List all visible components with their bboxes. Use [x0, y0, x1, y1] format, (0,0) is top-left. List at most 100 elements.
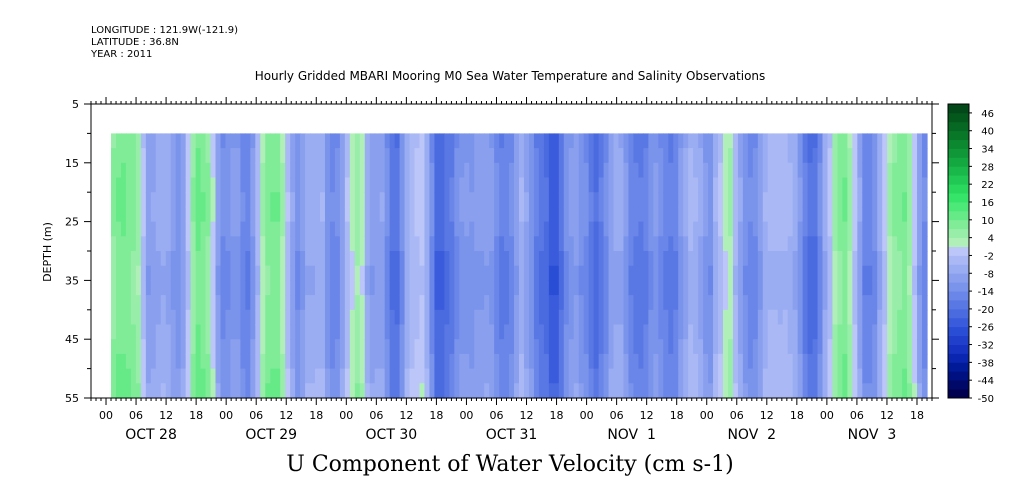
heatmap-cell	[170, 133, 177, 149]
heatmap-cell	[633, 251, 640, 267]
heatmap-cell	[205, 206, 212, 223]
heatmap-cell	[190, 295, 197, 311]
heatmap-cell	[240, 324, 246, 340]
x-hour-tick-label: 18	[309, 409, 323, 422]
heatmap-cell	[170, 206, 177, 223]
heatmap-cell	[310, 265, 316, 281]
heatmap-cell	[419, 236, 426, 252]
heatmap-cell	[394, 148, 401, 164]
heatmap-cell	[384, 280, 391, 296]
heatmap-cell	[374, 383, 381, 399]
heatmap-cell	[250, 251, 256, 267]
heatmap-cell	[469, 265, 475, 281]
heatmap-cell	[618, 148, 625, 164]
heatmap-cell	[474, 206, 480, 223]
heatmap-cell	[578, 265, 585, 281]
heatmap-cell	[135, 368, 142, 384]
heatmap-cell	[897, 192, 903, 208]
heatmap-cell	[598, 339, 605, 355]
heatmap-cell	[260, 251, 266, 267]
heatmap-cell	[598, 368, 605, 384]
heatmap-cell	[444, 353, 450, 370]
heatmap-cell	[907, 162, 913, 179]
heatmap-cell	[688, 265, 694, 281]
heatmap-cell	[643, 177, 649, 193]
colorbar-swatch	[948, 371, 969, 381]
heatmap-cell	[155, 206, 162, 223]
heatmap-cell	[772, 295, 779, 311]
heatmap-cell	[588, 309, 595, 326]
heatmap-cell	[379, 206, 386, 223]
heatmap-cell	[737, 265, 744, 281]
heatmap-cell	[205, 221, 212, 237]
heatmap-cell	[703, 148, 709, 164]
heatmap-cell	[135, 177, 142, 193]
heatmap-cell	[538, 206, 545, 223]
heatmap-cell	[384, 368, 391, 384]
heatmap-cell	[195, 221, 202, 237]
heatmap-cell	[210, 265, 217, 281]
heatmap-cell	[757, 309, 764, 326]
heatmap-cell	[897, 265, 903, 281]
heatmap-cell	[573, 368, 580, 384]
heatmap-cell	[648, 133, 654, 149]
heatmap-cell	[150, 265, 157, 281]
heatmap-cell	[479, 236, 485, 252]
heatmap-cell	[265, 339, 271, 355]
heatmap-cell	[827, 368, 834, 384]
heatmap-cell	[732, 295, 739, 311]
heatmap-cell	[618, 177, 625, 193]
heatmap-cell	[583, 162, 590, 179]
heatmap-cell	[504, 221, 510, 237]
heatmap-cell	[414, 309, 421, 326]
heatmap-cell	[683, 324, 689, 340]
heatmap-cell	[265, 383, 271, 399]
heatmap-cell	[902, 353, 908, 370]
heatmap-cell	[693, 368, 699, 384]
heatmap-cell	[638, 265, 644, 281]
heatmap-cell	[429, 368, 436, 384]
heatmap-cell	[429, 280, 436, 296]
heatmap-cell	[260, 192, 266, 208]
heatmap-cell	[300, 280, 306, 296]
heatmap-cell	[618, 206, 625, 223]
heatmap-cell	[260, 280, 266, 296]
heatmap-cell	[857, 339, 863, 355]
heatmap-cell	[777, 162, 784, 179]
heatmap-cell	[543, 324, 550, 340]
colorbar-swatch	[948, 246, 969, 256]
heatmap-cell	[723, 206, 729, 223]
heatmap-cell	[887, 133, 893, 149]
heatmap-cell	[633, 280, 640, 296]
heatmap-cell	[732, 162, 739, 179]
heatmap-cell	[623, 221, 630, 237]
heatmap-cell	[797, 192, 804, 208]
heatmap-cell	[872, 251, 878, 267]
heatmap-cell	[255, 265, 261, 281]
x-hour-tick-label: 00	[820, 409, 834, 422]
heatmap-cell	[280, 192, 286, 208]
heatmap-cell	[792, 162, 799, 179]
colorbar-swatch	[948, 166, 969, 176]
heatmap-cell	[479, 368, 485, 384]
heatmap-cell	[300, 148, 306, 164]
heatmap-cell	[135, 148, 142, 164]
heatmap-cell	[777, 251, 784, 267]
heatmap-cell	[603, 133, 610, 149]
heatmap-cell	[708, 251, 714, 267]
heatmap-cell	[837, 295, 844, 311]
heatmap-cell	[782, 265, 789, 281]
heatmap-cell	[782, 383, 789, 399]
heatmap-cell	[354, 221, 361, 237]
heatmap-cell	[638, 353, 644, 370]
heatmap-cell	[145, 324, 152, 340]
heatmap-cell	[688, 383, 694, 399]
heatmap-cell	[543, 162, 550, 179]
heatmap-cell	[444, 309, 450, 326]
heatmap-cell	[444, 280, 450, 296]
heatmap-cells	[111, 133, 928, 399]
heatmap-cell	[698, 324, 704, 340]
heatmap-cell	[429, 133, 436, 149]
heatmap-cell	[523, 383, 530, 399]
